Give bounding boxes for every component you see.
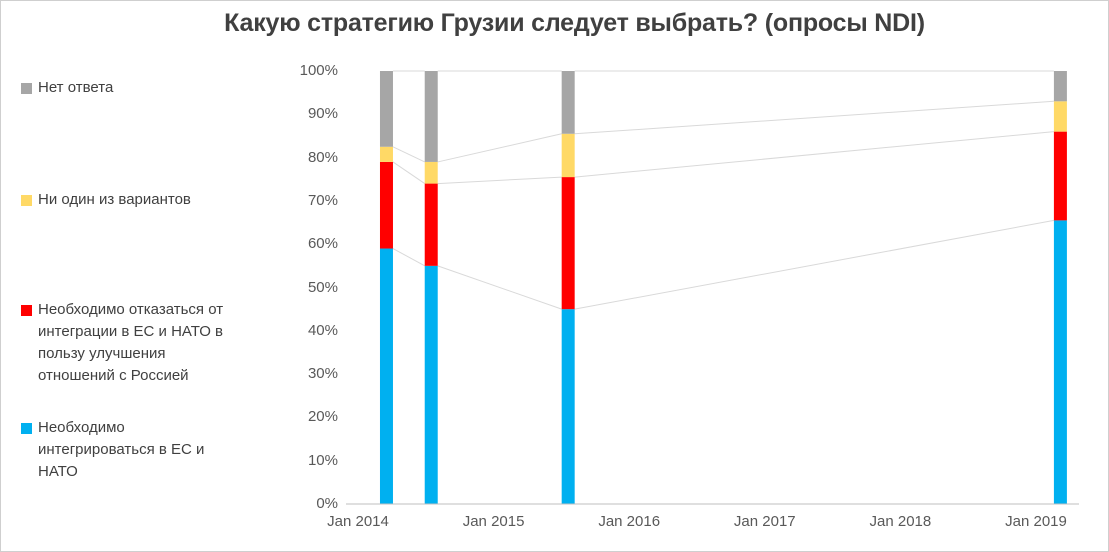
x-axis-tick-label: Jan 2018 xyxy=(869,513,932,530)
y-axis-tick-label: 0% xyxy=(316,495,338,512)
bar-segment xyxy=(561,71,575,134)
y-axis-tick-label: 10% xyxy=(307,451,338,469)
bar-segment xyxy=(1053,71,1067,102)
legend-swatch-no-answer xyxy=(21,83,32,94)
series-connector-line xyxy=(392,146,425,163)
legend-item-integrate-eu-nato: Необходимо интегрироваться в ЕС и НАТО xyxy=(21,417,243,483)
legend-swatch-none-of-options xyxy=(21,195,32,206)
bar-segment xyxy=(379,248,393,504)
series-connector-line xyxy=(574,100,1054,135)
bar-segment xyxy=(379,71,393,147)
bar-segment xyxy=(424,183,438,266)
series-connector-line xyxy=(392,248,425,267)
series-connector-line xyxy=(574,219,1054,310)
bar-segment xyxy=(379,146,393,162)
legend-swatch-reject-integration xyxy=(21,305,32,316)
x-axis-tick-label: Jan 2019 xyxy=(1005,513,1067,530)
chart-title: Какую стратегию Грузии следует выбрать? … xyxy=(224,9,925,37)
chart-legend: Нет ответа Ни один из вариантов Необходи… xyxy=(1,1,291,551)
bar-segment xyxy=(424,71,438,162)
y-axis-tick-label: 90% xyxy=(307,105,338,123)
x-axis-tick-label: Jan 2017 xyxy=(733,513,796,530)
series-connector-line xyxy=(437,133,562,163)
legend-label-reject-integration: Необходимо отказаться от интеграции в ЕС… xyxy=(38,301,224,384)
x-axis-tick-label: Jan 2016 xyxy=(598,513,661,530)
legend-item-none-of-options: Ни один из вариантов xyxy=(21,189,243,211)
series-connector-line xyxy=(574,131,1054,178)
bar-segment xyxy=(424,265,438,504)
bar-segment xyxy=(1053,101,1067,132)
bar-segment xyxy=(424,161,438,184)
series-connector-line xyxy=(437,265,562,310)
y-axis-tick-label: 20% xyxy=(307,408,338,426)
legend-swatch-integrate-eu-nato xyxy=(21,423,32,434)
bar-segment xyxy=(561,309,575,504)
y-axis-tick-label: 100% xyxy=(299,62,338,79)
bar-segment xyxy=(1053,131,1067,221)
y-axis-tick-label: 80% xyxy=(307,148,338,166)
legend-label-no-answer: Нет ответа xyxy=(38,79,114,96)
legend-item-no-answer: Нет ответа xyxy=(21,77,243,99)
y-axis-tick-label: 50% xyxy=(307,278,338,296)
bar-segment xyxy=(379,161,393,249)
bar-segment xyxy=(1053,220,1067,504)
x-axis-tick-label: Jan 2015 xyxy=(462,513,525,530)
y-axis-tick-label: 70% xyxy=(307,191,338,209)
legend-item-reject-integration: Необходимо отказаться от интеграции в ЕС… xyxy=(21,299,243,387)
y-axis-tick-label: 60% xyxy=(307,235,338,253)
legend-label-none-of-options: Ни один из вариантов xyxy=(38,191,191,208)
bar-segment xyxy=(561,133,575,178)
y-axis-tick-label: 30% xyxy=(307,365,338,383)
series-connector-line xyxy=(437,176,562,185)
legend-label-integrate-eu-nato: Необходимо интегрироваться в ЕС и НАТО xyxy=(38,419,205,480)
y-axis-tick-label: 40% xyxy=(307,321,338,339)
bar-segment xyxy=(561,177,575,310)
series-connector-line xyxy=(392,161,426,184)
x-axis-tick-label: Jan 2014 xyxy=(327,513,389,530)
